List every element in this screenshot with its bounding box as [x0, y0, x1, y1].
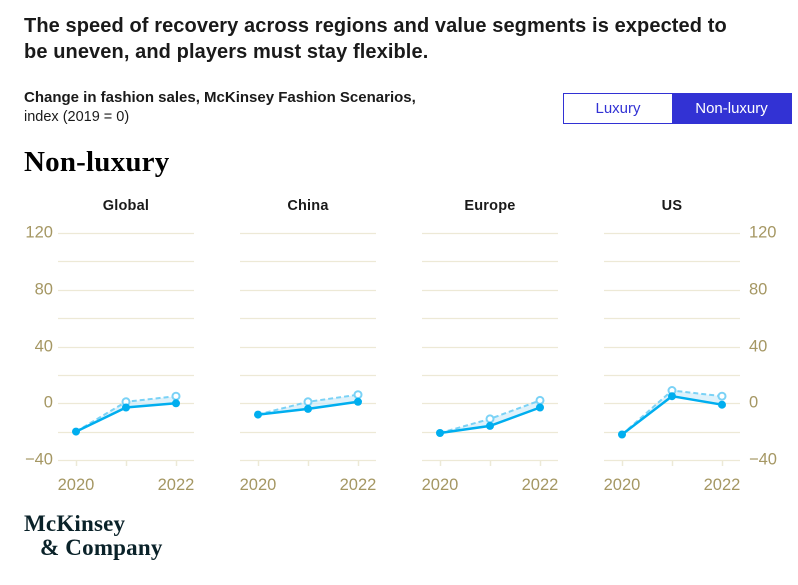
- x-axis-labels: 2020 2022: [239, 473, 377, 499]
- line-chart-europe: [421, 233, 558, 467]
- x-axis-label: 2022: [521, 476, 559, 495]
- chart-panel-us: US 2020 2022: [603, 198, 741, 499]
- x-axis-label: 2020: [421, 476, 459, 495]
- x-axis-label: 2020: [57, 476, 95, 495]
- panel-title: Europe: [464, 198, 516, 215]
- chart-subtitle: Change in fashion sales, McKinsey Fashio…: [24, 89, 416, 107]
- chart-unit-label: index (2019 = 0): [24, 109, 130, 126]
- chart-panel-global: Global 2020 2022: [57, 198, 195, 499]
- segment-toggle[interactable]: Luxury Non-luxury: [563, 93, 792, 124]
- y-axis-label: 40: [34, 337, 53, 356]
- line-chart-china: [239, 233, 376, 467]
- x-axis-label: 2022: [703, 476, 741, 495]
- toggle-option-non-luxury[interactable]: Non-luxury: [672, 94, 791, 123]
- chart-panel-europe: Europe 2020 2022: [421, 198, 559, 499]
- x-axis-label: 2022: [339, 476, 377, 495]
- x-axis-label: 2020: [239, 476, 277, 495]
- x-axis-labels: 2020 2022: [57, 473, 195, 499]
- y-axis-label: −40: [748, 450, 777, 469]
- panel-title: US: [661, 198, 683, 215]
- logo-line2: & Company: [40, 534, 163, 560]
- page-title: The speed of recovery across regions and…: [24, 15, 727, 63]
- line-chart-us: [603, 233, 740, 467]
- x-axis-label: 2020: [603, 476, 641, 495]
- toggle-option-luxury[interactable]: Luxury: [564, 94, 672, 123]
- x-axis-labels: 2020 2022: [603, 473, 741, 499]
- y-axis-right: 120 80 40 0 −40: [749, 198, 798, 499]
- y-axis-label: −40: [24, 450, 53, 469]
- section-heading: Non-luxury: [24, 146, 170, 179]
- y-axis-label: 40: [748, 337, 768, 356]
- mckinsey-logo: McKinsey & Company: [24, 512, 798, 559]
- line-chart-global: [57, 233, 194, 467]
- x-axis-label: 2022: [157, 476, 195, 495]
- panel-title: Global: [102, 198, 150, 215]
- y-axis-label: 80: [748, 280, 768, 299]
- y-axis-label: 0: [748, 393, 759, 412]
- y-axis-label: 120: [748, 223, 777, 242]
- y-axis-label: 0: [43, 393, 53, 412]
- y-axis-label: 120: [25, 223, 53, 242]
- y-axis-left: 120 80 40 0 −40: [24, 198, 58, 499]
- x-axis-labels: 2020 2022: [421, 473, 559, 499]
- panel-title: China: [287, 198, 329, 215]
- logo-line1: McKinsey: [24, 511, 126, 537]
- y-axis-label: 80: [34, 280, 53, 299]
- chart-panel-china: China 2020 2022: [239, 198, 377, 499]
- chart-subtitle-block: Change in fashion sales, McKinsey Fashio…: [24, 89, 798, 125]
- charts-row: 120 80 40 0 −40 Global 2020 2022 China 2020 20…: [24, 198, 798, 499]
